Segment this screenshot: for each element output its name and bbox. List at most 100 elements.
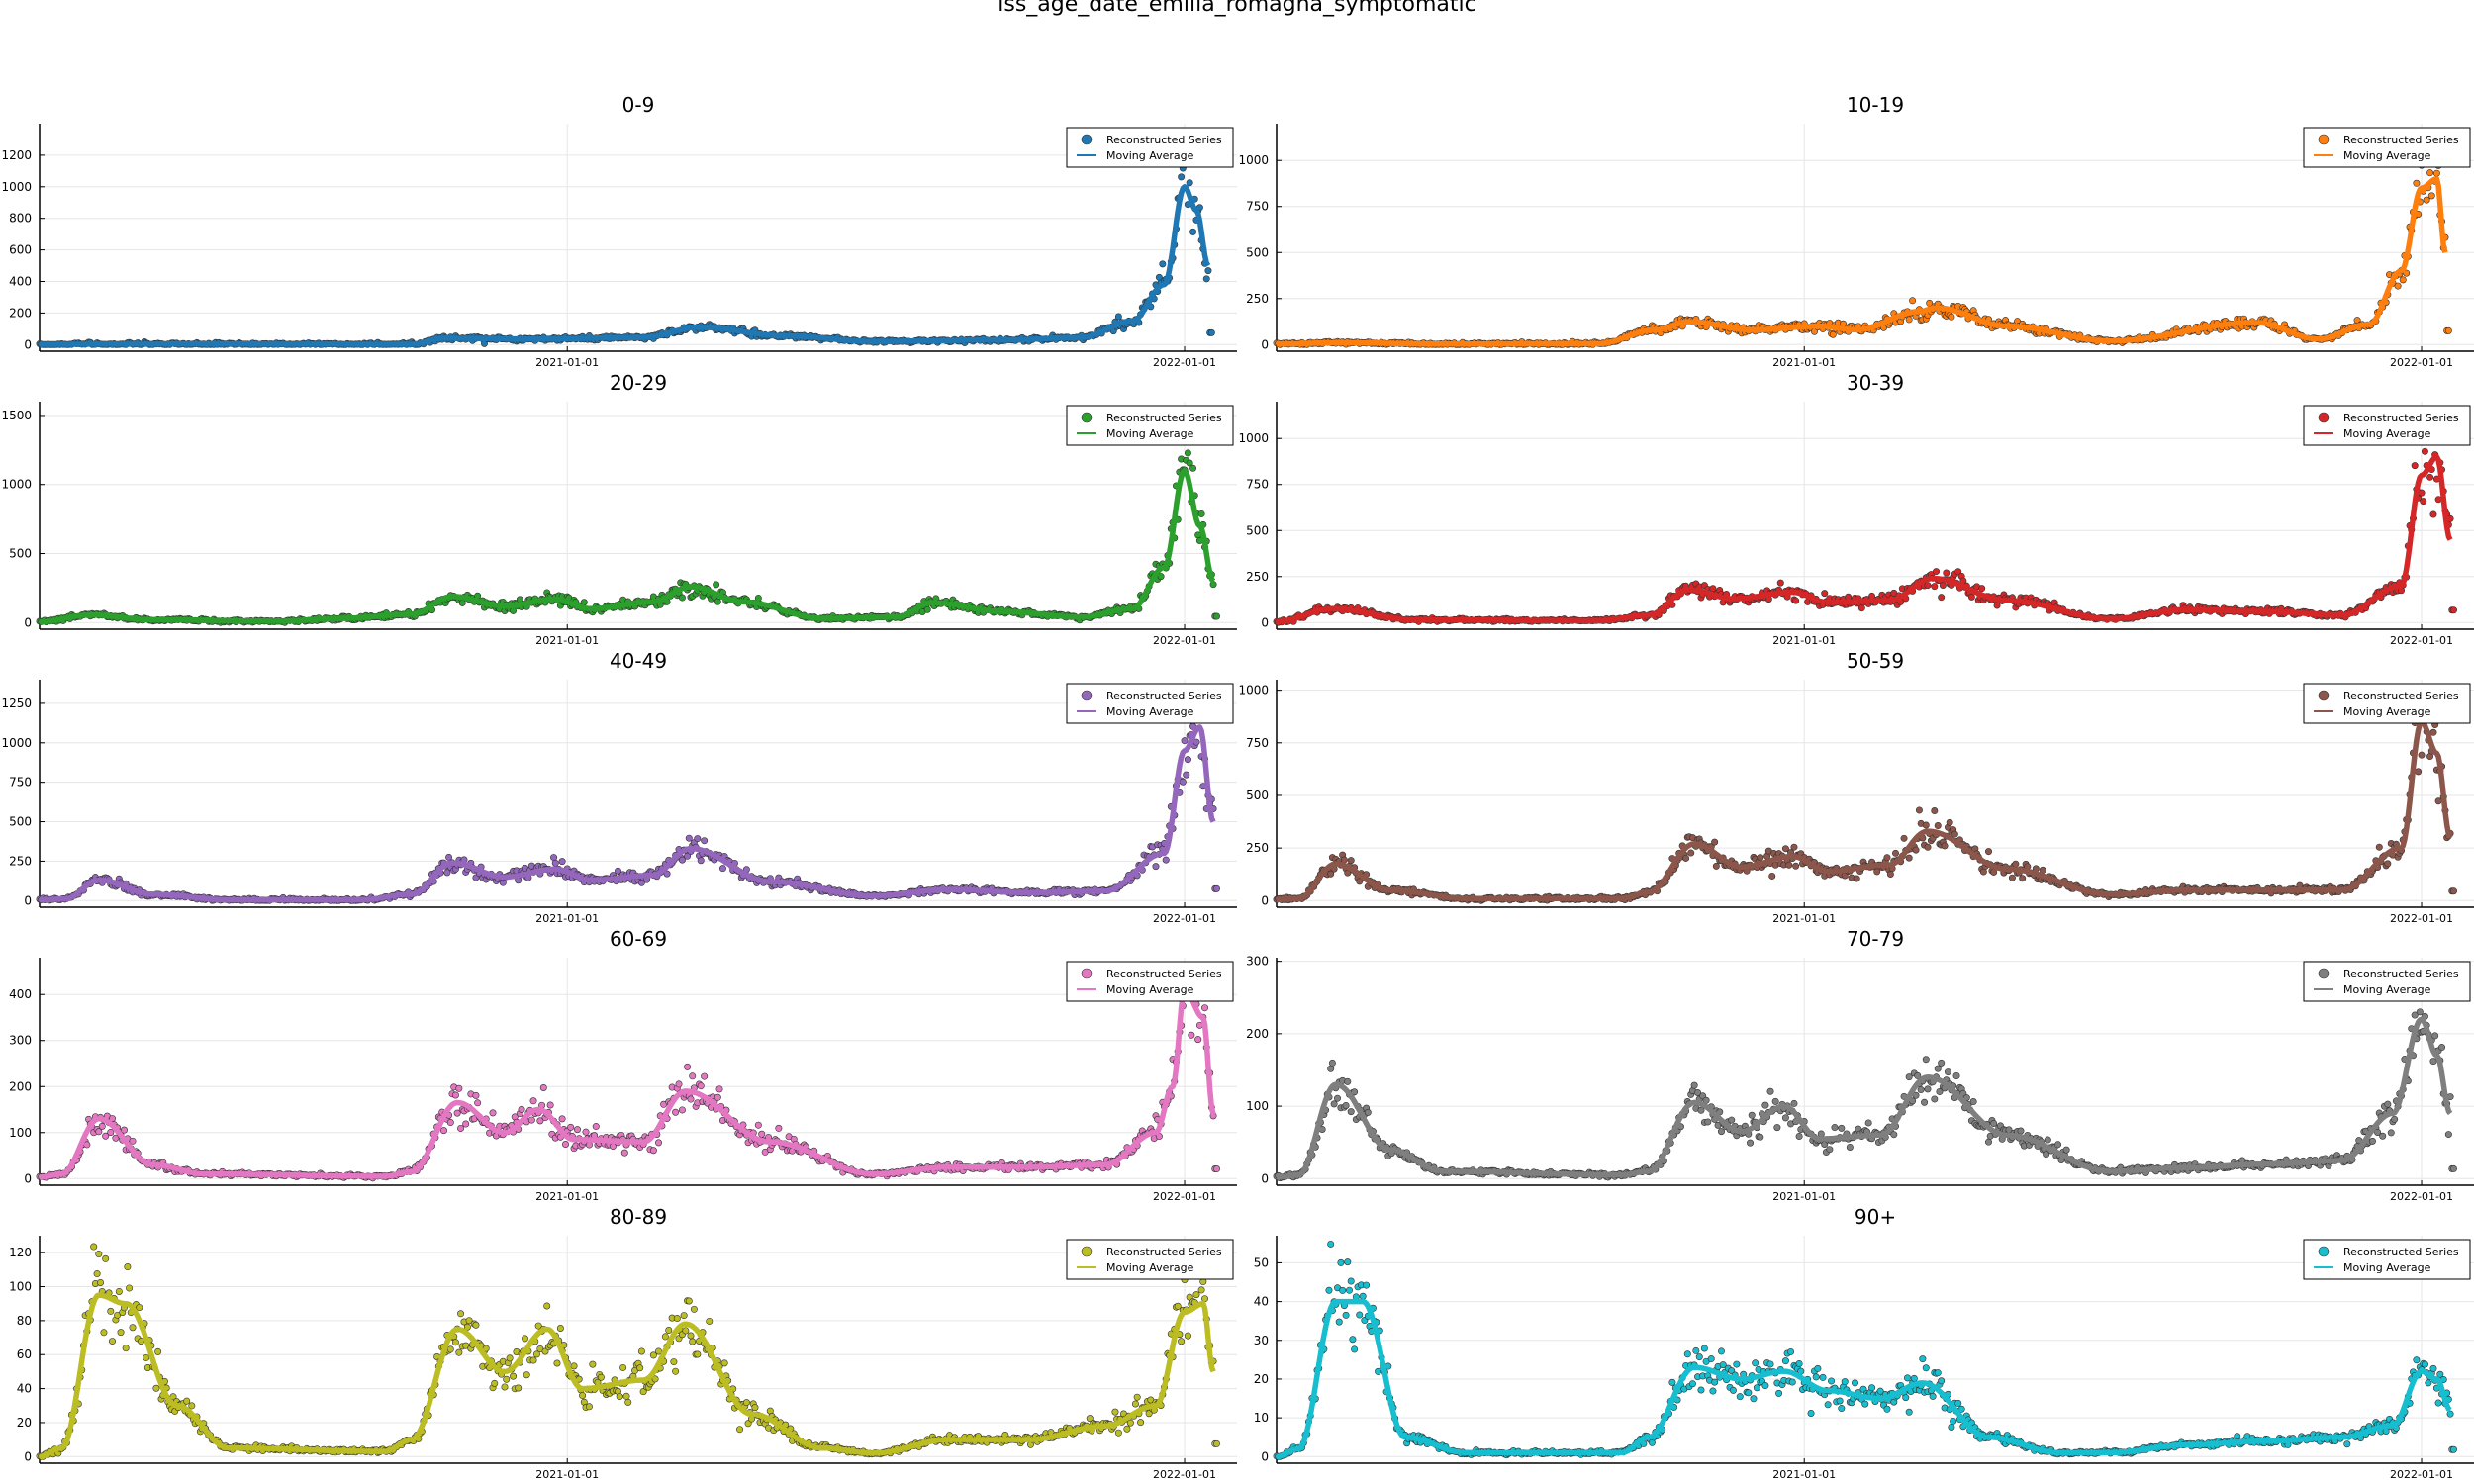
legend-label: Reconstructed Series	[2343, 412, 2459, 424]
data-point	[697, 1082, 705, 1090]
data-point	[1873, 868, 1881, 876]
data-point	[1905, 316, 1913, 324]
data-point	[439, 1127, 447, 1135]
panel-title: 50-59	[1847, 649, 1904, 673]
x-tick-label: 2022-01-01	[2390, 634, 2453, 647]
data-point	[2429, 510, 2437, 518]
legend-marker-scatter	[1081, 412, 1093, 423]
x-tick-label: 2021-01-01	[535, 912, 599, 925]
y-tick-label: 1000	[1, 736, 32, 750]
data-point	[649, 1147, 657, 1155]
y-tick-label: 1500	[1, 409, 32, 422]
x-tick-label: 2021-01-01	[1772, 634, 1836, 647]
legend-label: Reconstructed Series	[2343, 690, 2459, 702]
data-point	[592, 1123, 600, 1131]
data-point	[1883, 854, 1891, 862]
data-point	[1114, 313, 1122, 321]
y-tick-label: 0	[24, 1171, 32, 1185]
y-tick-label: 400	[9, 275, 32, 289]
legend-label: Moving Average	[1106, 427, 1194, 440]
data-point	[718, 865, 726, 873]
x-tick-label: 2022-01-01	[2390, 356, 2453, 369]
data-point	[1967, 593, 1975, 601]
data-point	[1347, 857, 1355, 865]
data-point	[1790, 843, 1798, 851]
moving-average-line	[38, 184, 1211, 347]
legend-label: Reconstructed Series	[1106, 134, 1222, 146]
data-point	[684, 1063, 692, 1070]
y-tick-label: 750	[9, 776, 32, 789]
data-point	[1184, 756, 1191, 764]
data-point	[754, 1121, 762, 1129]
data-point	[1792, 862, 1800, 870]
y-tick-label: 400	[9, 987, 32, 1001]
legend-marker-scatter	[1081, 134, 1093, 145]
data-point	[694, 835, 702, 843]
data-point	[1189, 464, 1197, 472]
data-point	[2421, 447, 2428, 455]
y-tick-label: 300	[9, 1034, 32, 1048]
y-tick-label: 0	[24, 337, 32, 351]
data-point	[1934, 821, 1942, 829]
data-point	[1757, 854, 1764, 862]
scatter-series	[1273, 430, 2457, 626]
data-point	[2019, 875, 2027, 882]
y-tick-label: 600	[9, 243, 32, 257]
legend-label: Moving Average	[2343, 149, 2431, 162]
data-point	[697, 857, 705, 865]
data-point	[1924, 843, 1932, 851]
data-point	[714, 1093, 721, 1101]
data-point	[1212, 612, 1220, 620]
panel-title: 30-39	[1847, 371, 1904, 395]
y-tick-label: 250	[1246, 570, 1269, 584]
data-point	[457, 1124, 465, 1132]
data-point	[518, 1105, 525, 1113]
data-point	[620, 1149, 628, 1157]
data-point	[2399, 276, 2407, 284]
data-point	[472, 1091, 480, 1099]
data-point	[672, 1108, 680, 1116]
data-point	[1933, 568, 1941, 576]
data-point	[1181, 737, 1189, 745]
data-point	[573, 1126, 581, 1134]
legend-label: Moving Average	[2343, 427, 2431, 440]
y-tick-label: 500	[1246, 245, 1269, 259]
data-point	[2426, 473, 2434, 481]
y-tick-label: 200	[9, 1079, 32, 1093]
legend-marker-scatter	[2318, 412, 2330, 423]
data-point	[1712, 862, 1720, 870]
y-tick-label: 750	[1246, 478, 1269, 492]
data-point	[1204, 267, 1212, 275]
y-tick-label: 500	[1246, 788, 1269, 802]
data-point	[678, 1106, 686, 1114]
data-point	[2384, 860, 2392, 868]
y-tick-label: 1000	[1238, 153, 1269, 167]
data-point	[1853, 875, 1860, 882]
data-point	[529, 1097, 537, 1105]
data-point	[758, 1130, 766, 1138]
legend-label: Moving Average	[1106, 149, 1194, 162]
data-point	[551, 859, 559, 867]
data-point	[1178, 173, 1186, 181]
data-point	[1768, 872, 1776, 880]
data-point	[2008, 874, 2016, 881]
y-tick-label: 750	[1246, 200, 1269, 214]
data-point	[689, 1072, 697, 1080]
data-point	[455, 1084, 463, 1092]
data-point	[1912, 846, 1920, 854]
y-tick-label: 1000	[1238, 684, 1269, 697]
y-tick-label: 100	[9, 1126, 32, 1140]
data-point	[2375, 843, 2383, 851]
y-tick-label: 0	[1261, 615, 1269, 629]
data-point	[675, 1080, 683, 1088]
data-point	[1159, 260, 1167, 268]
data-point	[2449, 887, 2457, 895]
scatter-series	[36, 696, 1220, 904]
data-point	[1183, 771, 1190, 779]
data-point	[2420, 498, 2427, 506]
legend-label: Moving Average	[2343, 705, 2431, 718]
